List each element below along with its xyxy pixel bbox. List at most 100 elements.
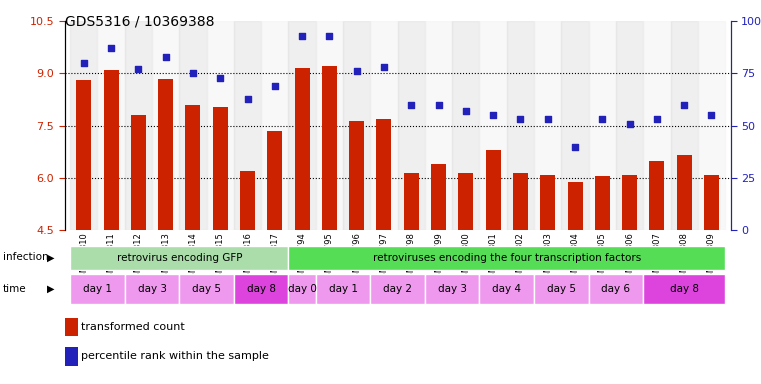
Bar [180,21,206,230]
Point [214,74,226,81]
Bar [316,274,371,304]
Text: infection: infection [3,252,49,262]
Bar [589,21,616,230]
Bar [534,274,589,304]
Point [351,68,363,74]
Text: retroviruses encoding the four transcription factors: retroviruses encoding the four transcrip… [373,253,641,263]
Bar [76,80,91,230]
Bar [404,173,419,230]
Bar [70,21,97,230]
Point [105,45,117,51]
Point [78,60,90,66]
Bar [131,115,146,230]
Bar [349,121,365,230]
Bar [479,274,534,304]
Bar [589,274,643,304]
Bar [125,21,152,230]
Bar [288,246,725,270]
Point [405,102,417,108]
Bar [562,21,589,230]
Point [596,116,608,122]
Bar [513,173,528,230]
Text: time: time [3,284,27,294]
Point [542,116,554,122]
Bar [288,274,316,304]
Text: ▶: ▶ [47,252,55,262]
Point [487,112,499,118]
Bar [677,156,692,230]
Text: ▶: ▶ [47,284,55,294]
Bar [103,70,119,230]
Point [132,66,145,72]
Bar [540,175,556,230]
Point [160,54,172,60]
Bar [371,21,397,230]
Text: day 2: day 2 [383,284,412,294]
Point [241,96,253,102]
Text: day 5: day 5 [547,284,576,294]
Bar [534,21,562,230]
Bar [70,274,125,304]
Text: day 6: day 6 [601,284,630,294]
Point [678,102,690,108]
Bar [186,105,200,230]
Text: day 0: day 0 [288,284,317,294]
Text: day 5: day 5 [192,284,221,294]
Text: day 1: day 1 [329,284,358,294]
Bar [649,161,664,230]
Bar [452,21,479,230]
Bar [267,131,282,230]
Bar [288,21,316,230]
Point [296,33,308,39]
Bar [125,274,180,304]
Bar [206,21,234,230]
Bar [234,274,288,304]
Point [269,83,281,89]
Point [651,116,663,122]
Bar [622,175,637,230]
Bar [425,21,452,230]
Bar [595,176,610,230]
Text: GDS5316 / 10369388: GDS5316 / 10369388 [65,15,214,28]
Bar [704,175,719,230]
Text: day 8: day 8 [247,284,275,294]
Bar [234,21,261,230]
Bar [152,21,180,230]
Bar [158,79,174,230]
Bar [670,21,698,230]
Bar [213,107,228,230]
Bar [97,21,125,230]
Bar [377,119,391,230]
Point [569,144,581,150]
Text: retrovirus encoding GFP: retrovirus encoding GFP [116,253,242,263]
Point [623,121,635,127]
Bar [616,21,643,230]
Bar [65,347,78,366]
Bar [316,21,343,230]
Bar [371,274,425,304]
Text: day 3: day 3 [138,284,167,294]
Text: day 3: day 3 [438,284,466,294]
Bar [507,21,534,230]
Text: day 1: day 1 [83,284,112,294]
Text: day 4: day 4 [492,284,521,294]
Bar [70,246,288,270]
Bar [343,21,371,230]
Bar [458,173,473,230]
Bar [65,318,78,336]
Point [378,64,390,70]
Point [432,102,444,108]
Bar [486,150,501,230]
Point [187,70,199,76]
Point [705,112,718,118]
Point [323,33,336,39]
Bar [261,21,288,230]
Bar [643,21,670,230]
Bar [398,21,425,230]
Bar [568,182,582,230]
Text: transformed count: transformed count [81,322,185,332]
Text: percentile rank within the sample: percentile rank within the sample [81,351,269,361]
Bar [322,66,337,230]
Bar [643,274,725,304]
Bar [431,164,446,230]
